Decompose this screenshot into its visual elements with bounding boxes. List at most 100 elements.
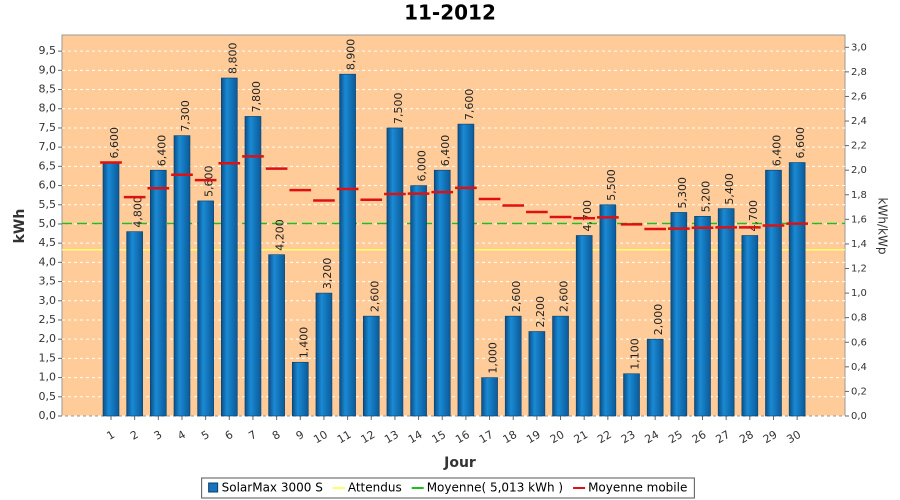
value-label: 2,000 [652,304,665,336]
y2-tick-label: 2,6 [851,91,867,102]
y-tick-label: 3,0 [39,294,57,307]
x-tick-label: 13 [382,428,401,446]
y-tick-label: 1,0 [39,371,57,384]
y-tick-label: 5,0 [39,217,57,230]
bar [670,212,688,417]
value-label: 2,600 [510,281,523,313]
bar [126,231,143,417]
x-tick-label: 18 [501,428,520,446]
x-tick-label: 10 [311,428,330,446]
bar [150,169,167,417]
y-tick-label: 0,0 [39,409,57,422]
y2-tick-label: 2,4 [851,116,867,127]
x-tick-label: 21 [572,428,591,446]
x-tick-label: 7 [246,428,259,443]
y-tick-label: 7,5 [39,121,57,134]
y-tick-label: 9,0 [39,63,57,76]
y-tick-label: 4,5 [39,236,57,249]
value-label: 5,200 [700,181,713,213]
value-label: 6,600 [108,127,121,159]
y2-tick-label: 1,6 [851,214,867,225]
bar [646,338,664,417]
x-tick-label: 8 [270,428,283,443]
y-tick-label: 3,5 [39,275,57,288]
bar [457,123,475,417]
x-tick-label: 30 [785,428,804,446]
y2-tick-label: 0,8 [851,313,867,324]
x-tick-label: 5 [199,428,212,443]
bar [173,135,191,417]
value-label: 7,300 [179,100,192,132]
bar [765,169,782,417]
bar [386,127,404,417]
x-tick-label: 6 [223,428,236,443]
bar [102,162,120,417]
legend: SolarMax 3000 S Attendus Moyenne( 5,013 kW… [201,477,695,499]
y2-tick-label: 1,4 [851,239,867,250]
value-label: 3,200 [321,258,334,290]
y2-axis-title: kWh/kWp [876,198,890,255]
x-tick-label: 14 [406,428,425,446]
y2-tick-label: 2,8 [851,67,867,78]
y-tick-label: 6,0 [39,179,57,192]
bar [291,361,309,417]
x-tick-label: 3 [152,428,165,443]
legend-label: Moyenne mobile [588,481,687,495]
y2-tick-label: 3,0 [851,42,867,53]
value-label: 4,800 [132,196,145,228]
x-tick-label: 23 [619,428,638,446]
y-tick-label: 2,0 [39,332,57,345]
y2-tick-label: 1,0 [851,288,867,299]
bar [575,235,593,417]
legend-label: Moyenne( 5,013 kWh ) [427,481,563,495]
bar [197,200,214,417]
legend-swatch [208,482,219,493]
y2-tick-label: 0,0 [851,411,867,422]
bar [599,204,617,417]
bar [788,162,806,417]
y-tick-label: 0,5 [39,390,57,403]
x-tick-label: 26 [690,428,709,446]
value-label: 1,100 [629,338,642,370]
y2-tick-label: 0,2 [851,386,867,397]
legend-label: SolarMax 3000 S [222,481,323,495]
value-label: 6,000 [416,150,429,182]
x-tick-label: 27 [714,428,733,446]
x-tick-label: 19 [524,428,543,446]
x-tick-label: 16 [453,428,472,446]
bar [315,292,333,417]
value-label: 7,500 [392,92,405,124]
value-label: 7,600 [463,89,476,121]
x-tick-label: 17 [477,428,496,446]
value-label: 4,700 [581,200,594,232]
bar [623,373,640,417]
x-tick-label: 22 [595,428,614,446]
bar [268,254,285,417]
bar [339,73,356,417]
bar [244,116,262,417]
y2-tick-label: 2,2 [851,141,867,152]
y-tick-label: 8,0 [39,102,57,115]
legend-item: Attendus [332,481,402,495]
legend-box [201,477,695,499]
value-label: 8,800 [226,43,239,74]
plot-background [61,34,846,417]
bar [741,235,759,417]
x-tick-label: 11 [335,428,354,446]
bar [362,315,380,417]
y-tick-label: 5,5 [39,198,57,211]
y2-tick-label: 0,6 [851,337,867,348]
y-tick-label: 4,0 [39,255,57,268]
x-tick-label: 29 [761,428,780,446]
x-tick-label: 15 [430,428,449,446]
bar [717,208,735,417]
legend-item: Moyenne( 5,013 kWh ) [411,481,563,495]
y-axis-title: kWh [12,209,28,244]
bar [221,77,238,417]
bar [481,377,498,417]
bar [528,331,546,417]
bar [552,315,569,417]
y2-tick-label: 1,8 [851,190,867,201]
value-label: 6,400 [439,135,452,167]
bar [410,185,427,417]
